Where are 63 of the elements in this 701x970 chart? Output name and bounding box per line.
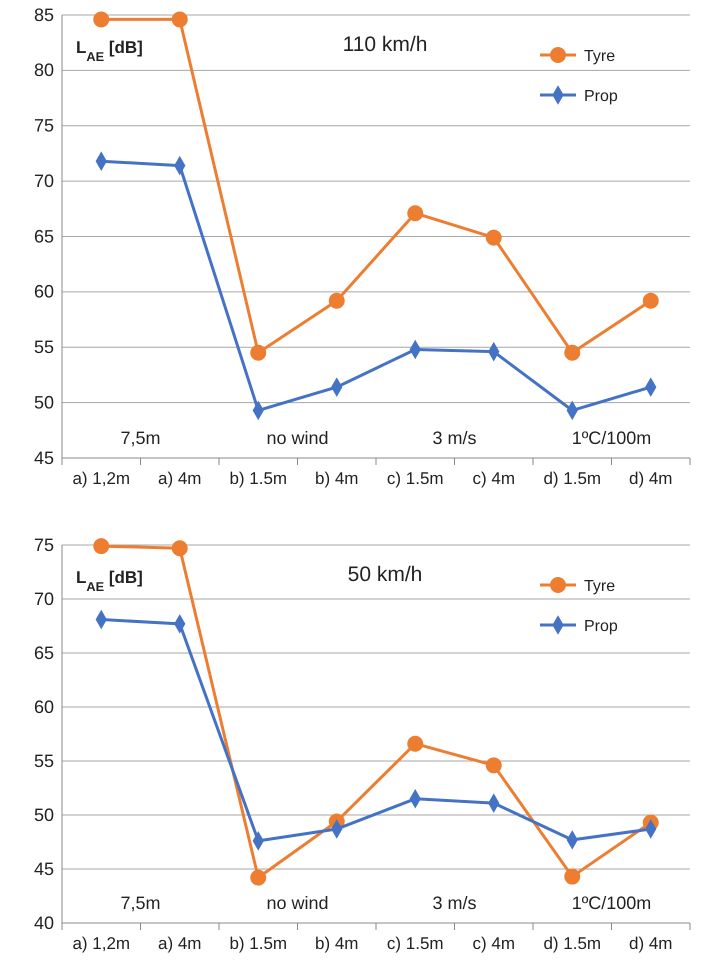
x-tick-label: a) 4m	[158, 469, 202, 488]
annotation: 7,5m	[120, 893, 161, 913]
y-tick-label: 85	[34, 4, 54, 25]
y-tick-label: 45	[34, 448, 54, 468]
point	[564, 868, 580, 885]
annotation: 1ºC/100m	[572, 893, 652, 913]
annotation: 7,5m	[120, 428, 161, 448]
annotation: L$_{AE}$ [dB]	[76, 38, 143, 64]
annotation: 1ºC/100m	[572, 428, 652, 448]
point	[250, 870, 266, 886]
point	[407, 736, 424, 752]
legend-label: Prop	[584, 618, 618, 635]
y-tick-label: 65	[34, 642, 54, 663]
x-tick-label: b) 4m	[315, 934, 358, 954]
point	[93, 538, 110, 554]
x-tick-label: c) 1.5m	[386, 469, 444, 488]
x-tick-label: c) 4m	[472, 934, 515, 954]
point	[407, 205, 424, 222]
x-tick-label: a) 1,2m	[72, 469, 130, 488]
legend-label: Tyre	[584, 578, 616, 595]
x-tick-label: c) 4m	[472, 469, 515, 488]
text: 110 km/h	[342, 33, 428, 56]
point	[172, 11, 188, 28]
x-tick-label: b) 1.5m	[229, 469, 288, 488]
point	[172, 540, 188, 556]
legend-label: Tyre	[584, 48, 616, 65]
y-tick-label: 45	[34, 858, 54, 879]
y-tick-label: 75	[34, 534, 54, 555]
point	[486, 757, 502, 774]
y-tick-label: 55	[34, 750, 54, 771]
y-tick-label: 55	[34, 337, 54, 358]
x-tick-label: d) 4m	[629, 934, 672, 954]
y-tick-label: 75	[34, 116, 54, 136]
x-tick-label: a) 1,2m	[72, 934, 130, 954]
y-tick-label: 80	[34, 60, 54, 80]
x-tick-label: d) 1.5m	[543, 469, 602, 488]
point	[250, 344, 266, 361]
point	[642, 292, 659, 309]
annotation: no wind	[266, 893, 329, 913]
annotation: 3 m/s	[432, 893, 477, 913]
point	[564, 344, 580, 361]
y-tick-label: 70	[34, 170, 54, 191]
y-tick-label: 65	[34, 226, 54, 246]
y-tick-label: 40	[34, 912, 54, 933]
x-tick-label: b) 4m	[315, 469, 358, 488]
x-tick-label: d) 1.5m	[543, 934, 602, 954]
x-tick-label: d) 4m	[629, 469, 672, 488]
y-tick-label: 60	[34, 282, 54, 302]
y-tick-label: 60	[34, 696, 54, 717]
y-tick-label: 70	[34, 588, 54, 609]
annotation: L$_{AE}$ [dB]	[76, 568, 143, 594]
x-tick-label: a) 4m	[158, 934, 202, 954]
point	[93, 11, 110, 28]
legend-label: Prop	[584, 88, 618, 105]
annotation: no wind	[266, 428, 329, 448]
annotation: 3 m/s	[432, 428, 477, 448]
x-tick-label: c) 1.5m	[386, 934, 444, 954]
x-tick-label: b) 1.5m	[229, 934, 288, 954]
y-tick-label: 50	[34, 392, 54, 412]
point	[328, 292, 345, 309]
text: 50 km/h	[348, 563, 422, 586]
point	[486, 230, 502, 246]
y-tick-label: 50	[34, 804, 54, 825]
